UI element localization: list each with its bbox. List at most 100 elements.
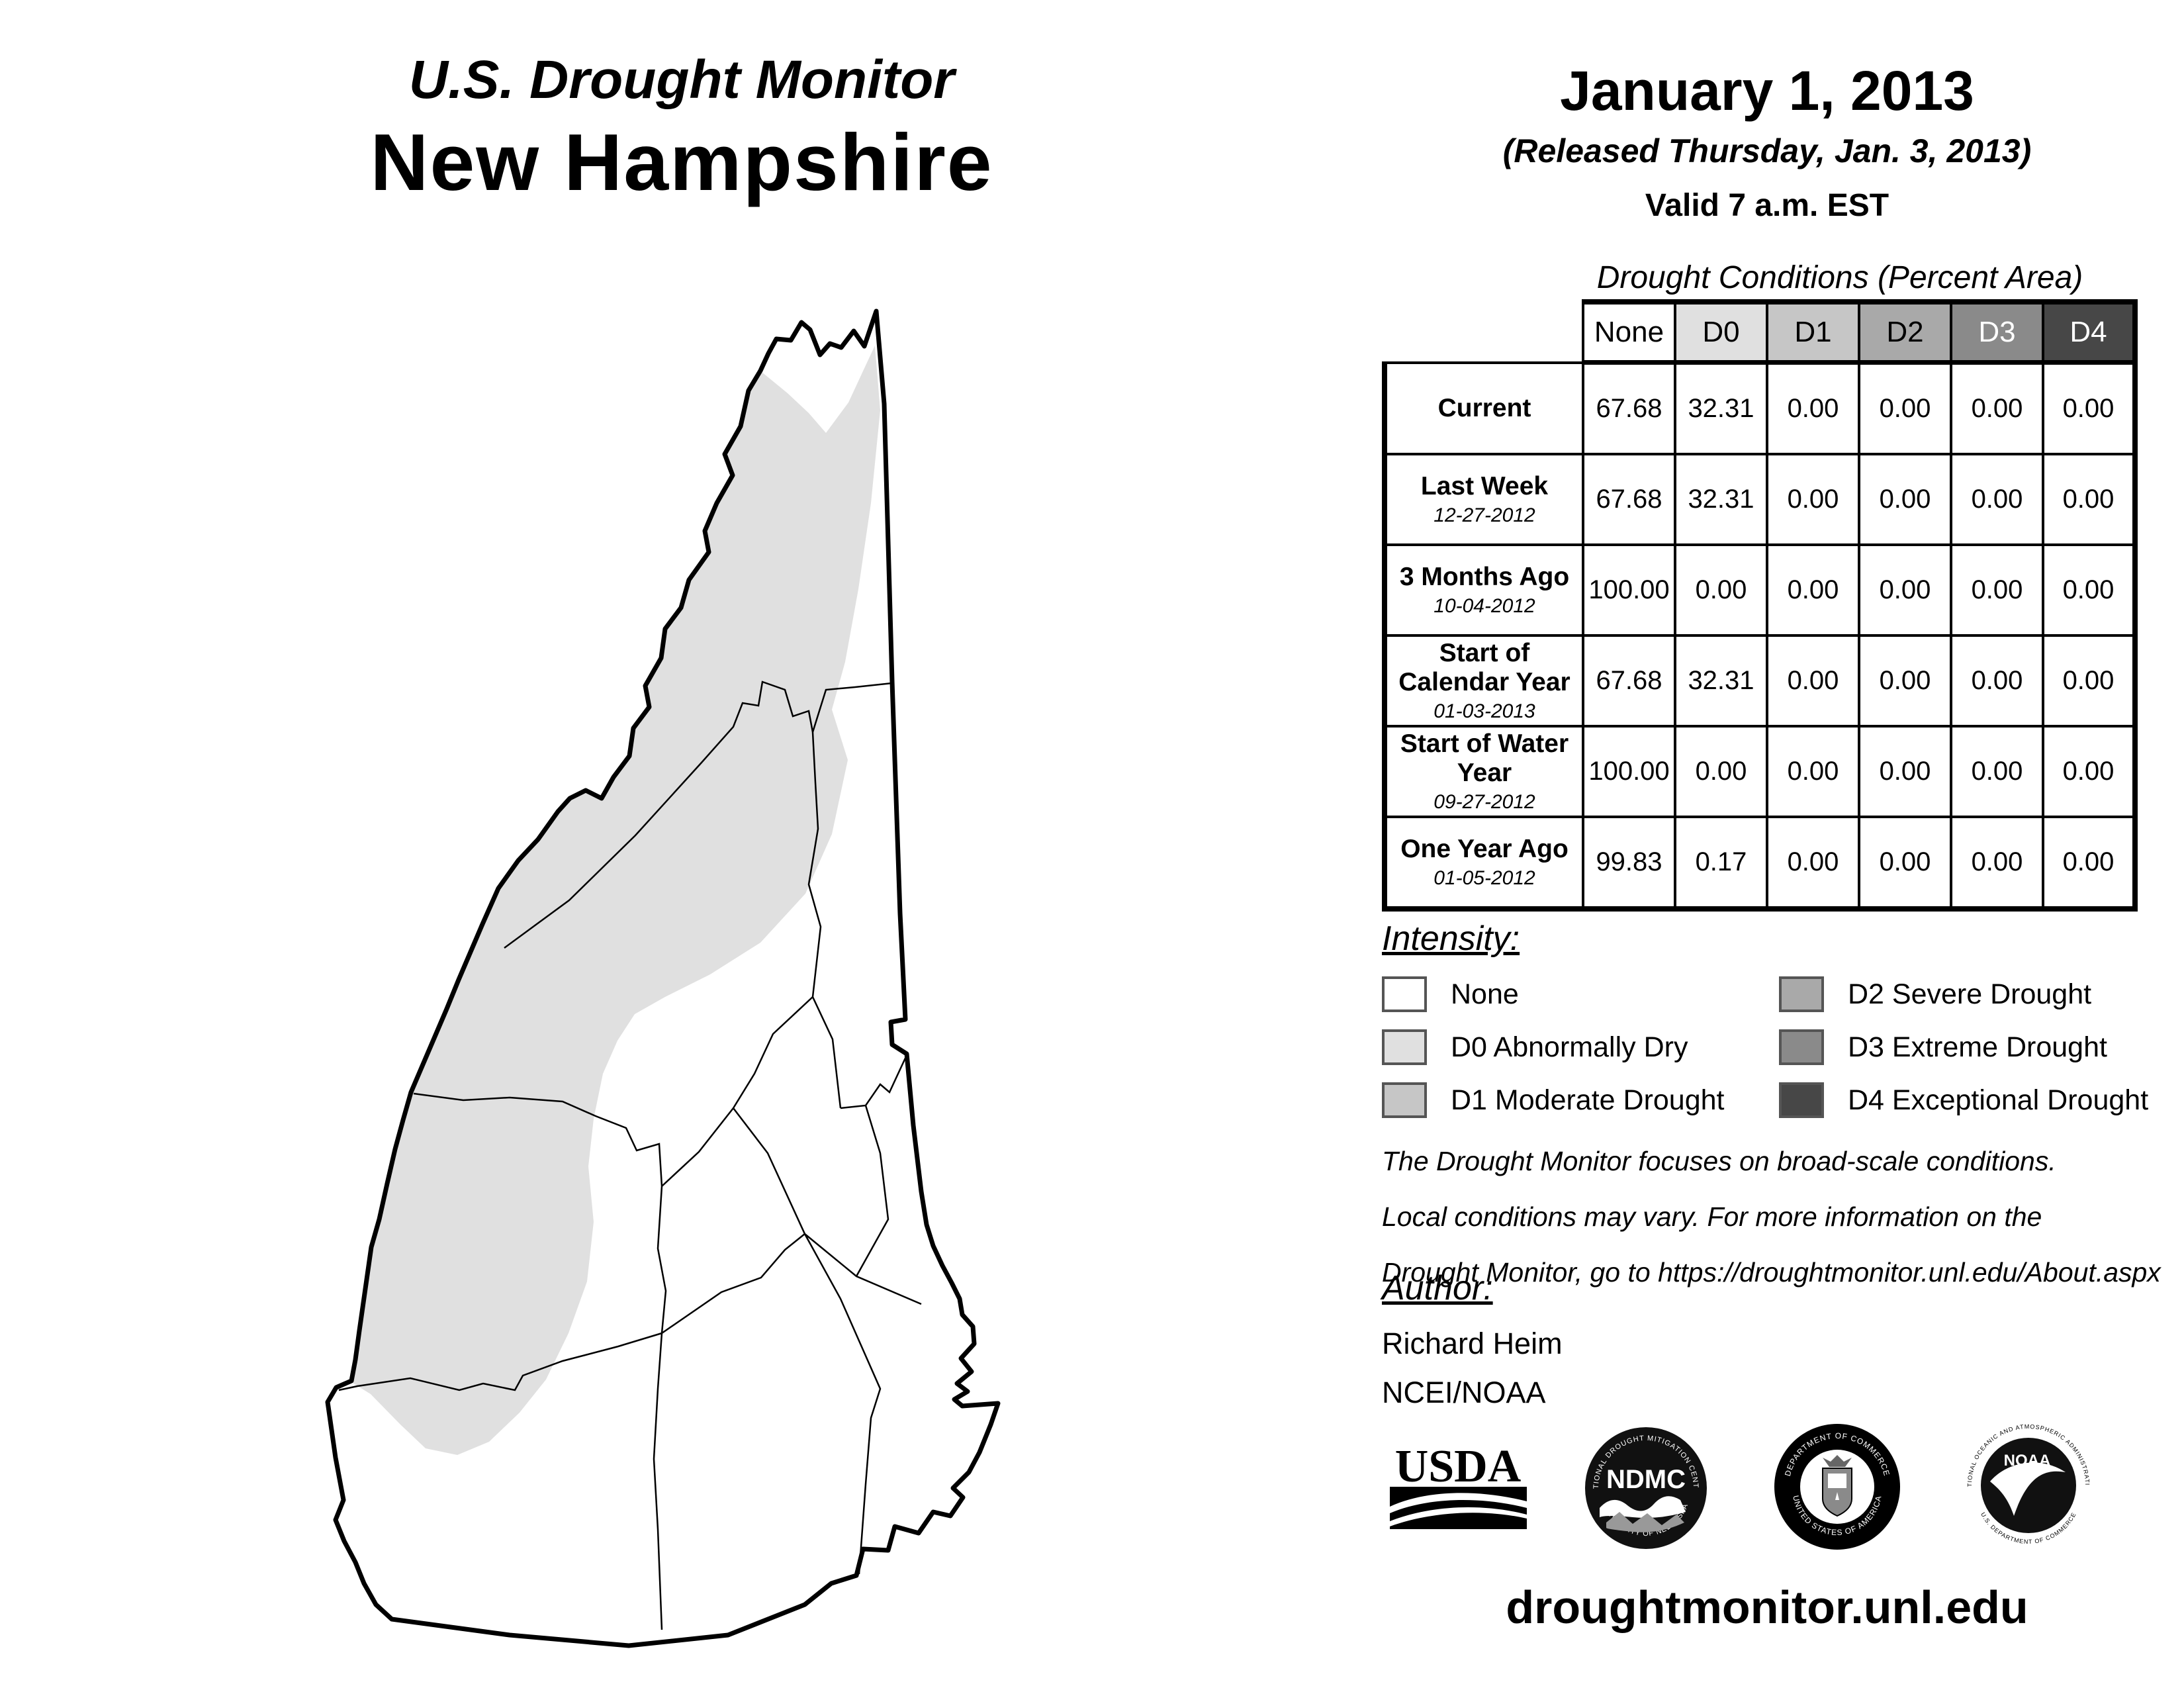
legend-item-d2: D2 Severe Drought: [1779, 968, 2184, 1021]
value-cell: 0.00: [2042, 634, 2138, 727]
row-label: Start of Calendar Year: [1398, 638, 1570, 696]
legend-item-d4: D4 Exceptional Drought: [1779, 1074, 2184, 1127]
table-row: One Year Ago 01-05-2012 99.83 0.17 0.00 …: [1382, 816, 2138, 912]
usda-logo-text: USDA: [1395, 1443, 1522, 1492]
value-cell: 0.00: [1766, 725, 1860, 818]
ndmc-logo-text: NDMC: [1606, 1465, 1686, 1494]
value-cell: 0.00: [1858, 543, 1952, 637]
noaa-seagull-icon: [1990, 1462, 2066, 1516]
row-date: 01-05-2012: [1433, 867, 1535, 890]
legend-swatch-d1: [1382, 1082, 1427, 1118]
value-cell: 99.83: [1582, 816, 1676, 912]
legend-label: D1 Moderate Drought: [1451, 1084, 1725, 1116]
legend-label: D4 Exceptional Drought: [1848, 1084, 2149, 1116]
table-header-row: None D0 D1 D2 D3 D4: [1385, 299, 2138, 365]
col-header-d1: D1: [1766, 299, 1860, 365]
value-cell: 67.68: [1582, 453, 1676, 546]
value-cell: 0.00: [1766, 453, 1860, 546]
value-cell: 0.00: [1858, 634, 1952, 727]
value-cell: 0.00: [1950, 634, 2044, 727]
value-cell: 0.00: [2042, 543, 2138, 637]
state-name-title: New Hampshire: [370, 117, 993, 207]
col-header-d2: D2: [1858, 299, 1952, 365]
value-cell: 0.00: [1950, 453, 2044, 546]
d0-drought-area: [351, 346, 880, 1455]
disclaimer-text: The Drought Monitor focuses on broad-sca…: [1382, 1133, 2161, 1300]
row-label-cell: One Year Ago 01-05-2012: [1382, 816, 1584, 912]
county-boundaries: [338, 680, 922, 1630]
table-row: Start of Water Year 09-27-2012 100.00 0.…: [1382, 725, 2138, 818]
row-label-cell: Start of Water Year 09-27-2012: [1382, 725, 1584, 818]
date-block: January 1, 2013 (Released Thursday, Jan.…: [1390, 63, 2144, 224]
value-cell: 32.31: [1674, 361, 1768, 455]
value-cell: 0.00: [1950, 816, 2044, 912]
legend-label: D2 Severe Drought: [1848, 978, 2092, 1010]
value-cell: 0.00: [2042, 453, 2138, 546]
drought-conditions-table: None D0 D1 D2 D3 D4 Current 67.68 32.31 …: [1382, 299, 2138, 912]
table-row: Current 67.68 32.31 0.00 0.00 0.00 0.00: [1382, 361, 2138, 455]
map-date: January 1, 2013: [1560, 60, 1974, 122]
table-title: Drought Conditions (Percent Area): [1596, 260, 2083, 295]
state-drought-map: [325, 308, 1001, 1648]
row-label: Last Week: [1420, 471, 1549, 500]
value-cell: 0.00: [1674, 543, 1768, 637]
author-heading: Author:: [1382, 1269, 1493, 1307]
row-label-cell: Last Week 12-27-2012: [1382, 453, 1584, 546]
legend-swatch-d0: [1382, 1029, 1427, 1065]
intensity-heading: Intensity:: [1382, 919, 1520, 958]
release-date: (Released Thursday, Jan. 3, 2013): [1502, 132, 2032, 169]
row-label-cell: 3 Months Ago 10-04-2012: [1382, 543, 1584, 637]
table-header-blank: [1385, 302, 1583, 363]
value-cell: 0.00: [1674, 725, 1768, 818]
value-cell: 0.00: [1950, 543, 2044, 637]
disclaimer-line: Local conditions may vary. For more info…: [1382, 1201, 2042, 1232]
usda-logo: USDA: [1390, 1443, 1527, 1529]
value-cell: 100.00: [1582, 725, 1676, 818]
legend-item-none: None: [1382, 968, 1779, 1021]
value-cell: 32.31: [1674, 453, 1768, 546]
row-label: 3 Months Ago: [1399, 562, 1570, 591]
col-header-none: None: [1582, 299, 1676, 365]
legend-label: D0 Abnormally Dry: [1451, 1031, 1688, 1063]
value-cell: 100.00: [1582, 543, 1676, 637]
value-cell: 0.00: [1950, 725, 2044, 818]
value-cell: 0.00: [1858, 453, 1952, 546]
author-name: Richard Heim: [1382, 1327, 1563, 1360]
value-cell: 0.00: [1766, 634, 1860, 727]
table-row: Last Week 12-27-2012 67.68 32.31 0.00 0.…: [1382, 453, 2138, 546]
col-header-d4: D4: [2042, 299, 2138, 365]
row-label: Start of Water Year: [1400, 729, 1569, 787]
col-header-d0: D0: [1674, 299, 1768, 365]
legend-item-d3: D3 Extreme Drought: [1779, 1021, 2184, 1074]
value-cell: 0.00: [1858, 361, 1952, 455]
legend-swatch-d4: [1779, 1082, 1824, 1118]
legend-item-d0: D0 Abnormally Dry: [1382, 1021, 1779, 1074]
value-cell: 0.00: [2042, 361, 2138, 455]
value-cell: 0.00: [1766, 543, 1860, 637]
noaa-logo: NATIONAL OCEANIC AND ATMOSPHERIC ADMINIS…: [1966, 1423, 2090, 1545]
value-cell: 32.31: [1674, 634, 1768, 727]
legend-swatch-none: [1382, 976, 1427, 1012]
value-cell: 0.00: [1858, 725, 1952, 818]
ndmc-logo: NATIONAL DROUGHT MITIGATION CENTER UNIVE…: [1585, 1427, 1707, 1549]
droughtmonitor-url: droughtmonitor.unl.edu: [1506, 1581, 2028, 1633]
row-date: 10-04-2012: [1433, 595, 1535, 618]
row-label-cell: Start of Calendar Year 01-03-2013: [1382, 634, 1584, 727]
value-cell: 0.00: [2042, 725, 2138, 818]
value-cell: 0.00: [2042, 816, 2138, 912]
report-title-block: U.S. Drought Monitor New Hampshire: [152, 53, 1211, 203]
legend-label: None: [1451, 978, 1519, 1010]
table-row: Start of Calendar Year 01-03-2013 67.68 …: [1382, 634, 2138, 727]
legend-item-d1: D1 Moderate Drought: [1382, 1074, 1779, 1127]
valid-time: Valid 7 a.m. EST: [1645, 188, 1889, 223]
department-of-commerce-seal: DEPARTMENT OF COMMERCE UNITED STATES OF …: [1774, 1424, 1900, 1550]
legend-swatch-d3: [1779, 1029, 1824, 1065]
legend-label: D3 Extreme Drought: [1848, 1031, 2107, 1063]
row-label-cell: Current: [1382, 361, 1584, 455]
value-cell: 0.00: [1766, 361, 1860, 455]
author-organization: NCEI/NOAA: [1382, 1376, 1546, 1409]
row-date: 01-03-2013: [1433, 700, 1535, 723]
value-cell: 67.68: [1582, 361, 1676, 455]
report-title: U.S. Drought Monitor: [408, 50, 955, 110]
